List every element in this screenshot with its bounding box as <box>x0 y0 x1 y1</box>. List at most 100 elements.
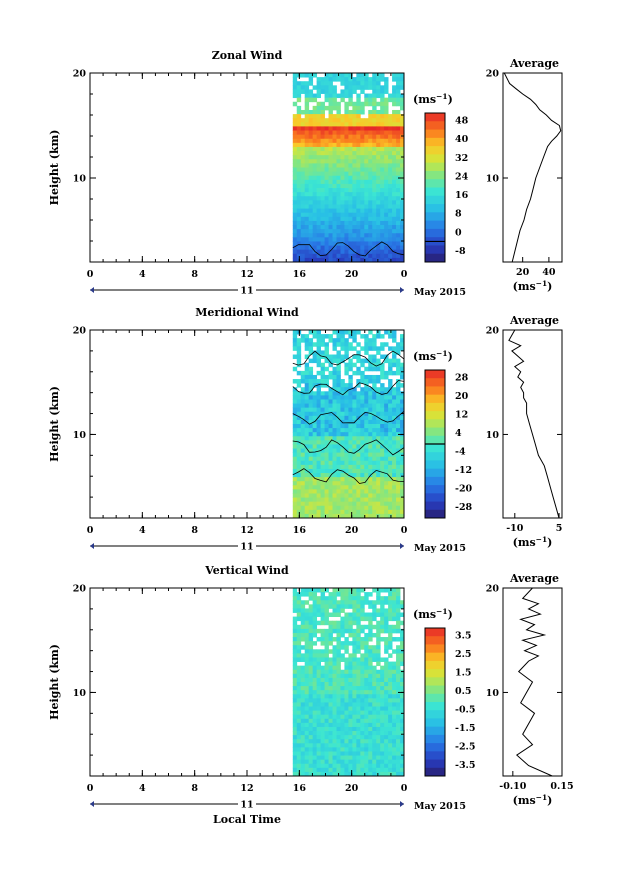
heatmap-cell <box>312 702 318 707</box>
heatmap-cell <box>356 192 361 197</box>
heatmap-cell <box>304 225 310 230</box>
heatmap-cell <box>388 743 393 748</box>
heatmap-cell <box>340 460 345 466</box>
heatmap-cell <box>308 505 314 511</box>
heatmap-cell <box>292 229 298 234</box>
heatmap-cell <box>376 77 381 82</box>
heatmap-cell <box>384 657 389 662</box>
heatmap-cell <box>332 690 337 695</box>
heatmap-cell <box>296 175 302 181</box>
heatmap-cell <box>352 677 357 683</box>
heatmap-cell <box>400 374 405 380</box>
heatmap-cell <box>340 624 345 630</box>
heatmap-cell <box>396 489 401 494</box>
heatmap-cell <box>396 751 401 756</box>
colorbar-segment <box>425 245 445 255</box>
heatmap-cell <box>324 694 329 699</box>
heatmap-cell <box>292 81 298 86</box>
heatmap-cell <box>324 767 329 773</box>
heatmap-cell <box>316 134 321 140</box>
heatmap-cell <box>316 706 321 712</box>
heatmap-cell <box>372 702 377 707</box>
heatmap-cell <box>400 192 405 197</box>
heatmap-cell <box>364 767 369 773</box>
heatmap-cell <box>292 167 298 173</box>
heatmap-cell <box>344 399 349 404</box>
heatmap-cell <box>380 755 385 761</box>
heatmap-cell <box>316 159 321 164</box>
heatmap-cell <box>320 632 325 638</box>
heatmap-cell <box>328 85 333 90</box>
heatmap-cell <box>308 73 314 78</box>
heatmap-cell <box>380 77 385 82</box>
heatmap-cell <box>308 452 314 458</box>
heatmap-cell <box>344 370 349 376</box>
heatmap-cell <box>340 415 345 421</box>
heatmap-cell <box>328 334 333 339</box>
profile-x-tick-label: 20 <box>516 267 530 278</box>
heatmap-cell <box>332 612 337 618</box>
heatmap-cell <box>344 118 349 123</box>
heatmap-cell <box>308 428 314 433</box>
heatmap-cell <box>316 501 321 507</box>
heatmap-cell <box>328 604 333 609</box>
heatmap-cell <box>316 497 321 503</box>
heatmap-cell <box>360 485 365 490</box>
heatmap-cell <box>348 253 353 259</box>
heatmap-cell <box>392 649 397 654</box>
heatmap-cell <box>332 175 337 181</box>
heatmap-cell <box>356 485 361 490</box>
x-tick-label: 0 <box>87 525 94 536</box>
heatmap-cell <box>296 142 302 148</box>
heatmap-cell <box>380 759 385 765</box>
heatmap-cell <box>372 383 377 388</box>
heatmap-cell <box>348 620 353 626</box>
heatmap-cell <box>296 415 302 421</box>
heatmap-cell <box>300 505 306 511</box>
heatmap-cell <box>332 440 337 445</box>
heatmap-cell <box>384 330 389 335</box>
heatmap-cell <box>308 89 314 94</box>
heatmap-cell <box>380 89 385 94</box>
heatmap-cell <box>300 722 306 728</box>
heatmap-cell <box>328 620 333 626</box>
heatmap-cell <box>300 440 306 445</box>
heatmap-cell <box>320 118 325 123</box>
heatmap-cell <box>344 415 349 421</box>
heatmap-cell <box>296 424 302 429</box>
heatmap-cell <box>388 159 393 164</box>
heatmap-cell <box>364 196 369 201</box>
heatmap-cell <box>296 645 302 650</box>
heatmap-cell <box>400 694 405 699</box>
heatmap-cell <box>364 415 369 421</box>
heatmap-cell <box>364 665 369 671</box>
heatmap-cell <box>364 481 369 486</box>
heatmap-cell <box>400 628 405 634</box>
heatmap-cell <box>368 432 373 437</box>
heatmap-cell <box>400 677 405 683</box>
heatmap-cell <box>344 771 349 777</box>
heatmap-cell <box>400 649 405 654</box>
heatmap-cell <box>344 245 349 251</box>
heatmap-cell <box>364 126 369 131</box>
heatmap-cell <box>344 743 349 748</box>
heatmap-cell <box>312 85 318 90</box>
heatmap-cell <box>296 383 302 388</box>
heatmap-cell <box>328 146 333 152</box>
heatmap-cell <box>352 196 357 201</box>
heatmap-cell <box>324 183 329 189</box>
heatmap-cell <box>348 366 353 372</box>
heatmap-cell <box>392 513 397 519</box>
heatmap-cell <box>388 641 393 646</box>
heatmap-cell <box>296 718 302 724</box>
heatmap-cell <box>300 257 306 263</box>
heatmap-cell <box>316 464 321 470</box>
heatmap-cell <box>320 245 325 251</box>
heatmap-cell <box>392 159 397 164</box>
heatmap-cell <box>356 464 361 470</box>
heatmap-cell <box>396 428 401 433</box>
heatmap-cell <box>368 196 373 201</box>
heatmap-cell <box>324 464 329 470</box>
heatmap-cell <box>312 481 318 486</box>
heatmap-cell <box>300 513 306 519</box>
